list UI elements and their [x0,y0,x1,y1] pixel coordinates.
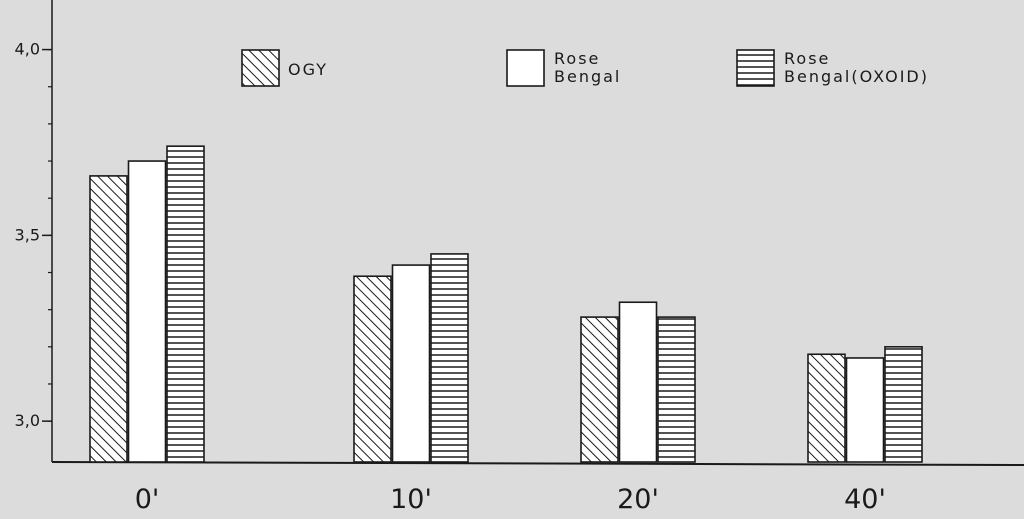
bar-rose-bengal-3 [845,357,885,463]
legend-label-line: Rose [554,49,600,68]
x-category-label: 20' [617,484,659,515]
bar-rose-bengal-oxoid-2 [657,316,696,463]
x-category-label: 0' [135,484,160,515]
x-category-label: 10' [390,484,432,515]
legend-swatch [736,49,775,87]
x-category-label: 40' [844,484,886,515]
bar-rose-bengal-0 [127,160,167,463]
y-tick-label: 3,5 [15,225,40,244]
bar-rose-bengal-oxoid-3 [884,346,923,463]
legend-label-line: Bengal(OXOID) [784,67,929,86]
category-labels: 0' 10' 20' 40' [135,484,886,515]
y-axis: 3,0 3,5 4,0 [15,0,53,462]
bar-rose-bengal-oxoid-0 [166,145,205,463]
legend-label-line: Rose [784,49,830,68]
x-axis-line [51,461,1024,466]
x-axis [51,461,1024,466]
legend-label: Rose Bengal [554,49,621,86]
y-tick-label: 3,0 [15,411,40,430]
bar-rose-bengal-oxoid-1 [430,253,469,463]
y-tick-label: 4,0 [15,40,40,59]
legend-swatch [506,49,545,87]
legend-swatch [241,49,280,87]
legend-label: Rose Bengal(OXOID) [784,49,929,86]
bar-rose-bengal-1 [391,264,431,463]
bar-ogy-3 [807,353,846,463]
bar-ogy-1 [353,275,392,463]
legend-label-line: Bengal [554,67,621,86]
bars-group [89,145,923,463]
bar-ogy-2 [580,316,619,463]
bar-ogy-0 [89,175,128,463]
legend-label: OGY [288,60,328,79]
bar-rose-bengal-2 [618,301,658,463]
